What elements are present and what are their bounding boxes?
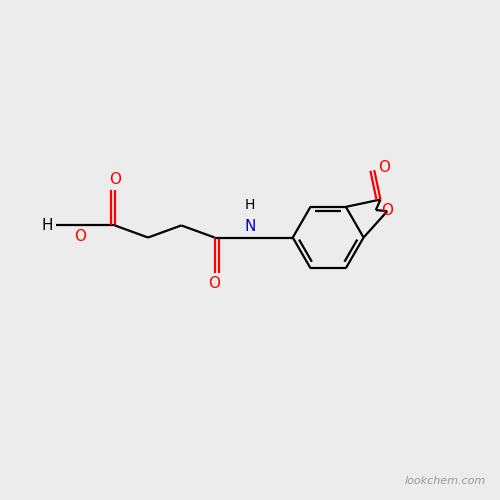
Text: O: O (74, 228, 86, 244)
Text: lookchem.com: lookchem.com (405, 476, 486, 486)
Text: H: H (245, 198, 255, 211)
Text: H: H (41, 218, 52, 233)
Text: O: O (378, 160, 390, 175)
Text: O: O (109, 172, 121, 186)
Text: O: O (208, 276, 220, 291)
Text: N: N (244, 219, 256, 234)
Text: O: O (380, 202, 392, 218)
